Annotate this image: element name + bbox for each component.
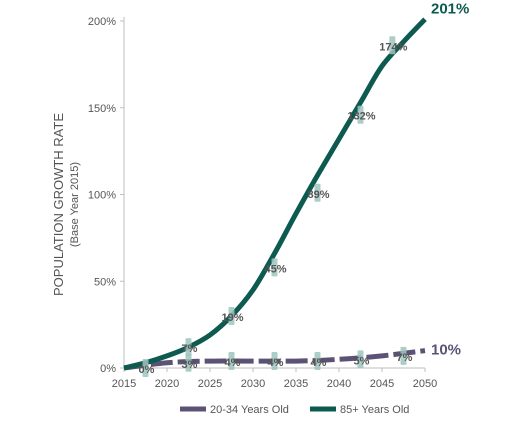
y-tick-label: 200%	[88, 16, 116, 28]
x-tick-label: 2020	[155, 378, 179, 390]
legend-label: 85+ Years Old	[340, 404, 409, 416]
data-label: 7%	[397, 352, 413, 364]
data-label: 89%	[307, 189, 329, 201]
data-label-highlight	[389, 36, 396, 55]
series-end-label: 201%	[431, 0, 469, 17]
y-axis-subtitle: (Base Year 2015)	[69, 162, 81, 247]
data-label: 174%	[379, 41, 407, 53]
x-tick-label: 2025	[198, 378, 222, 390]
data-label-highlight	[185, 353, 192, 372]
data-label: 4%	[311, 357, 327, 369]
data-label: 5%	[354, 355, 370, 367]
y-tick-label: 150%	[88, 103, 116, 115]
y-axis-title: POPULATION GROWTH RATE	[51, 113, 66, 296]
x-tick-label: 2030	[241, 378, 265, 390]
data-label-highlight	[314, 352, 321, 371]
data-label: 4%	[268, 357, 284, 369]
data-label-highlight	[271, 352, 278, 371]
data-label-highlight	[357, 350, 364, 369]
data-label: 132%	[347, 111, 375, 123]
data-label-highlight	[400, 346, 407, 365]
data-label-highlight	[314, 183, 321, 202]
data-label: 4%	[225, 357, 241, 369]
axes: 0% 50% 100% 150% 200% 2015 2020 2025 2030 2035 204…	[51, 16, 437, 390]
data-label: 0%	[139, 364, 155, 376]
series-end-label: 10%	[431, 342, 461, 359]
data-label-highlight	[228, 306, 235, 325]
series-line-85-plus	[123, 17, 427, 371]
y-tick-label: 50%	[94, 276, 116, 288]
legend-label: 20-34 Years Old	[210, 404, 289, 416]
legend: 20-34 Years Old 85+ Years Old	[180, 404, 409, 416]
data-label-highlight	[228, 352, 235, 371]
series-lines	[123, 17, 427, 371]
x-tick-label: 2040	[327, 378, 351, 390]
x-tick-label: 2050	[413, 378, 437, 390]
data-label: 3%	[182, 359, 198, 371]
x-tick-label: 2035	[284, 378, 308, 390]
data-label-highlight	[185, 338, 192, 357]
data-label-highlight	[271, 258, 278, 277]
data-label-highlight	[142, 359, 149, 377]
data-labels: 0% 3% 4% 4% 4% 5% 7% 10% 7% 19% 45% 89% 132% 174% 201%	[139, 0, 469, 377]
x-tick-label: 2045	[370, 378, 394, 390]
y-tick-label: 100%	[88, 190, 116, 202]
data-label-highlight	[357, 105, 364, 124]
data-label: 19%	[221, 312, 243, 324]
y-tick-label: 0%	[100, 363, 116, 375]
x-tick-label: 2015	[112, 378, 136, 390]
data-label: 45%	[264, 263, 286, 275]
data-label: 7%	[182, 343, 198, 355]
